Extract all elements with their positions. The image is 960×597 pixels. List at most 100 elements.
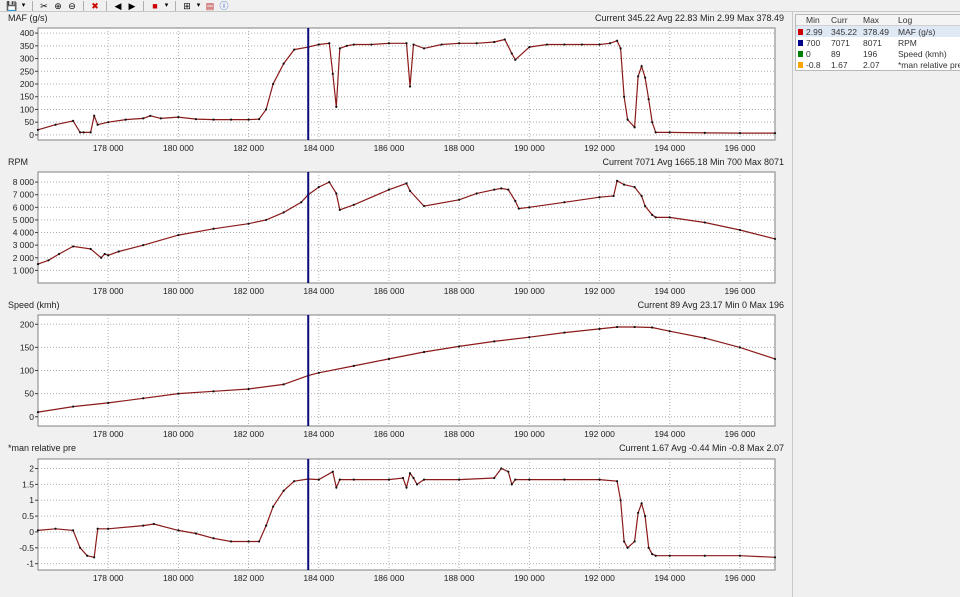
data-point	[177, 115, 180, 119]
layout-icon[interactable]: ⊞	[183, 0, 191, 11]
x-tick-label: 180 000	[163, 286, 194, 296]
data-point	[703, 554, 706, 557]
x-tick-label: 186 000	[374, 429, 405, 439]
data-point	[265, 524, 268, 527]
data-point	[475, 192, 478, 195]
data-point	[422, 350, 426, 354]
data-point	[654, 554, 657, 557]
y-tick-label: 4 000	[13, 228, 35, 238]
data-point	[282, 489, 285, 492]
delete-icon[interactable]: ✖	[91, 0, 99, 11]
charts-svg[interactable]: 178 000 180 000 182 000 184 000 186 000 188 0…	[0, 12, 790, 597]
chart-header: Speed (kmh) Current 89 Avg 23.17 Min 0 Ma…	[0, 299, 790, 312]
data-point	[598, 327, 601, 330]
zoom-in-icon[interactable]: ⊕	[54, 0, 62, 11]
y-tick-label: 7 000	[13, 190, 35, 200]
legend-min: 2.99	[806, 26, 823, 37]
zoom-out-icon[interactable]: ⊖	[68, 0, 76, 11]
dropdown-arrow-icon[interactable]: ▾	[164, 1, 169, 9]
dropdown-arrow-icon[interactable]: ▾	[21, 1, 26, 9]
data-point	[422, 47, 426, 50]
data-point	[36, 262, 40, 266]
data-point	[622, 540, 626, 543]
data-point	[212, 227, 215, 230]
legend-header-curr: Curr	[831, 15, 848, 25]
data-point	[142, 524, 145, 527]
chart-title: *man relative pre	[8, 443, 77, 453]
data-point	[194, 532, 198, 535]
x-tick-label: 194 000	[654, 429, 685, 439]
data-point	[338, 208, 341, 211]
legend-row[interactable]: 700 7071 8071 RPM	[796, 37, 960, 48]
y-tick-label: -0.5	[19, 543, 34, 553]
plot-area	[37, 458, 776, 571]
data-point	[335, 486, 338, 489]
data-point	[493, 188, 496, 191]
data-point	[335, 192, 338, 195]
data-point	[503, 38, 506, 41]
data-point	[331, 72, 334, 75]
data-point	[247, 540, 250, 543]
x-tick-label: 188 000	[444, 429, 475, 439]
legend-min: -0.8	[806, 59, 821, 70]
y-tick-label: 300	[20, 54, 34, 64]
y-tick-label: 0.5	[22, 511, 34, 521]
data-point	[405, 486, 408, 489]
data-point	[633, 325, 636, 329]
legend-log: RPM	[898, 37, 917, 48]
legend-log: MAF (g/s)	[898, 26, 936, 37]
data-point	[331, 470, 334, 473]
data-point	[654, 131, 657, 134]
series-line	[37, 179, 776, 265]
prev-icon[interactable]: ◀	[114, 0, 122, 11]
data-point	[615, 39, 619, 42]
data-point	[401, 476, 405, 480]
data-point	[412, 476, 415, 480]
data-point	[703, 131, 706, 134]
data-point	[668, 554, 671, 557]
info-icon[interactable]: ⓘ	[219, 0, 229, 11]
data-point	[563, 43, 566, 46]
y-tick-label: 100	[20, 366, 34, 376]
save-icon[interactable]: 💾	[6, 0, 18, 11]
data-point	[651, 326, 654, 329]
chart-header: RPM Current 7071 Avg 1665.18 Min 700 Max …	[0, 156, 790, 169]
toolbar-separator	[83, 0, 84, 11]
legend-row[interactable]: 2.99 345.22 378.49 MAF (g/s)	[796, 26, 960, 37]
data-point	[149, 114, 152, 117]
data-point	[317, 43, 320, 46]
x-tick-label: 192 000	[584, 573, 615, 583]
data-point	[510, 52, 513, 55]
data-point	[272, 82, 275, 86]
data-point	[212, 390, 215, 393]
data-point	[107, 527, 110, 530]
color-icon[interactable]: ■	[152, 0, 158, 11]
data-point	[370, 43, 373, 46]
data-point	[282, 62, 285, 65]
data-point	[458, 42, 461, 45]
data-point	[615, 179, 619, 182]
data-point	[89, 131, 92, 134]
chart-title: RPM	[8, 157, 28, 167]
data-point	[86, 554, 89, 557]
legend-max: 196	[863, 48, 878, 59]
data-point	[514, 199, 517, 203]
x-tick-label: 182 000	[233, 143, 264, 153]
legend-row[interactable]: 0 89 196 Speed (kmh)	[796, 48, 960, 59]
data-point	[282, 383, 285, 386]
dropdown-arrow-icon[interactable]: ▾	[196, 1, 201, 9]
legend-max: 8071	[863, 37, 882, 48]
data-point	[633, 186, 636, 189]
legend-row[interactable]: -0.8 1.67 2.07 *man relative pre	[796, 59, 960, 70]
data-point	[773, 132, 777, 135]
chart-header: *man relative pre Current 1.67 Avg -0.44 …	[0, 442, 790, 455]
data-point	[93, 556, 96, 559]
report-icon[interactable]: ▤	[205, 0, 215, 11]
x-tick-label: 190 000	[514, 286, 545, 296]
x-tick-label: 196 000	[725, 429, 756, 439]
cut-icon[interactable]: ✂	[40, 0, 48, 11]
next-icon[interactable]: ▶	[128, 0, 136, 11]
data-point	[229, 118, 233, 121]
x-tick-label: 194 000	[654, 143, 685, 153]
x-tick-label: 196 000	[725, 573, 756, 583]
